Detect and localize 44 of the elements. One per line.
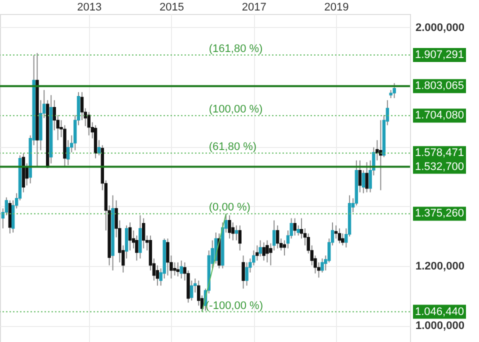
candlestick <box>358 160 362 193</box>
candlestick <box>338 228 342 244</box>
candlestick <box>379 120 382 191</box>
candlestick <box>258 240 262 257</box>
candlestick <box>238 224 242 251</box>
candlestick <box>365 162 368 193</box>
candlestick <box>228 214 232 240</box>
y-tick-label: 2.000,000 <box>416 22 464 34</box>
candlestick <box>242 255 245 290</box>
ref-line-label: 1.803,065 <box>415 80 464 92</box>
x-tick-label: 2013 <box>77 2 102 14</box>
candlestick <box>256 244 259 262</box>
x-tick-label: 2019 <box>324 2 349 14</box>
y-tick-label: 1.200,000 <box>416 260 464 272</box>
candlestick <box>334 224 338 240</box>
annotation: (61,80 %) <box>208 141 257 154</box>
candlestick <box>341 232 344 246</box>
ref-line-label: 1.375,260 <box>415 208 464 220</box>
annotation: (-100,00 %) <box>206 300 263 312</box>
ref-line-label: 1.907,291 <box>415 49 464 62</box>
candlestick <box>262 242 266 262</box>
candlestick <box>234 224 238 241</box>
ref-line-label: 1.704,080 <box>415 110 464 122</box>
y-tick-label: 1.000,000 <box>416 320 464 332</box>
candlestick <box>180 260 183 279</box>
annotation: (100,00 %) <box>208 104 263 116</box>
candlestick <box>266 240 269 263</box>
candlestick <box>176 262 180 277</box>
annotation: (0,00 %) <box>208 202 250 214</box>
ref-line-label: 1.532,700 <box>415 160 464 173</box>
candlestick <box>293 218 296 236</box>
annotation: (161,80 %) <box>208 43 263 56</box>
candlestick <box>392 82 396 99</box>
ref-line-label: 1.046,440 <box>415 306 464 318</box>
candlestick <box>245 262 248 286</box>
ref-line-label: 1.578,471 <box>415 147 464 160</box>
candlestick <box>87 112 90 136</box>
candlestick <box>190 280 194 302</box>
x-tick-label: 2015 <box>159 2 184 14</box>
candlestick <box>276 224 280 249</box>
candlestick <box>320 258 324 274</box>
candlestick <box>173 262 176 276</box>
candlestick <box>166 238 170 276</box>
x-tick-label: 2017 <box>242 2 266 14</box>
